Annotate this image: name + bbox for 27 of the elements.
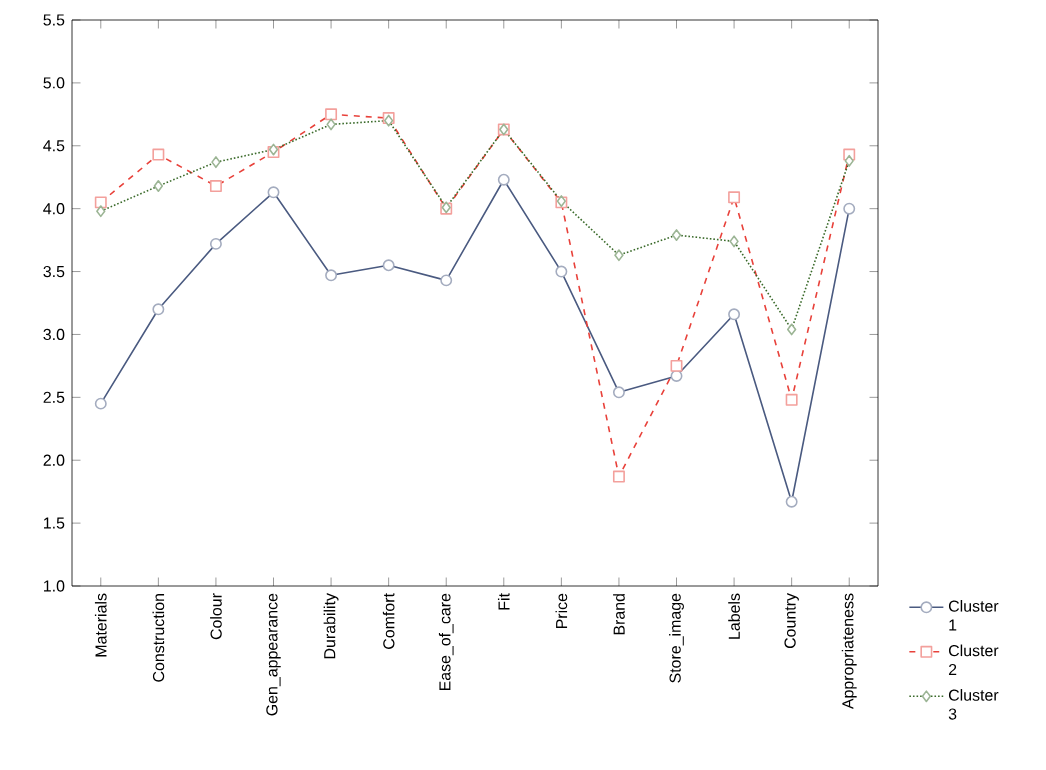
x-tick-label: Materials [94, 593, 107, 657]
x-tick-label: Construction [152, 594, 165, 682]
y-tick-label: 1.0 [44, 580, 65, 592]
y-tick-label: 2.0 [43, 454, 65, 466]
x-tick-label: Gen_appearance [266, 593, 281, 716]
x-tick-label: Fit [497, 593, 510, 610]
x-tick-label: Durability [323, 593, 339, 659]
y-tick-label: 5.5 [43, 14, 65, 26]
x-tick-label: Appropriateness [841, 593, 857, 710]
x-tick-label: Store_image [669, 593, 684, 683]
x-tick-label: Ease_of_care [438, 593, 454, 691]
y-tick-label: 1.5 [44, 517, 65, 529]
x-tick-label: Brand [613, 594, 625, 635]
y-tick-label: 2.5 [43, 391, 65, 403]
legend-label: Cluster 1 [948, 600, 999, 631]
x-tick-label: Country [784, 593, 799, 649]
y-tick-label: 4.5 [43, 140, 65, 152]
legend-label: Cluster 2 [948, 644, 999, 676]
x-tick-label: Comfort [382, 593, 395, 649]
legend-label: Cluster 3 [948, 689, 999, 720]
y-tick-label: 3.0 [43, 328, 65, 341]
y-tick-label: 4.0 [43, 203, 65, 215]
x-tick-label: Colour [210, 593, 222, 640]
y-tick-label: 5.0 [43, 77, 65, 89]
y-tick-label: 3.5 [43, 265, 65, 278]
x-tick-label: Price [555, 593, 568, 629]
x-tick-label: Labels [728, 593, 740, 639]
